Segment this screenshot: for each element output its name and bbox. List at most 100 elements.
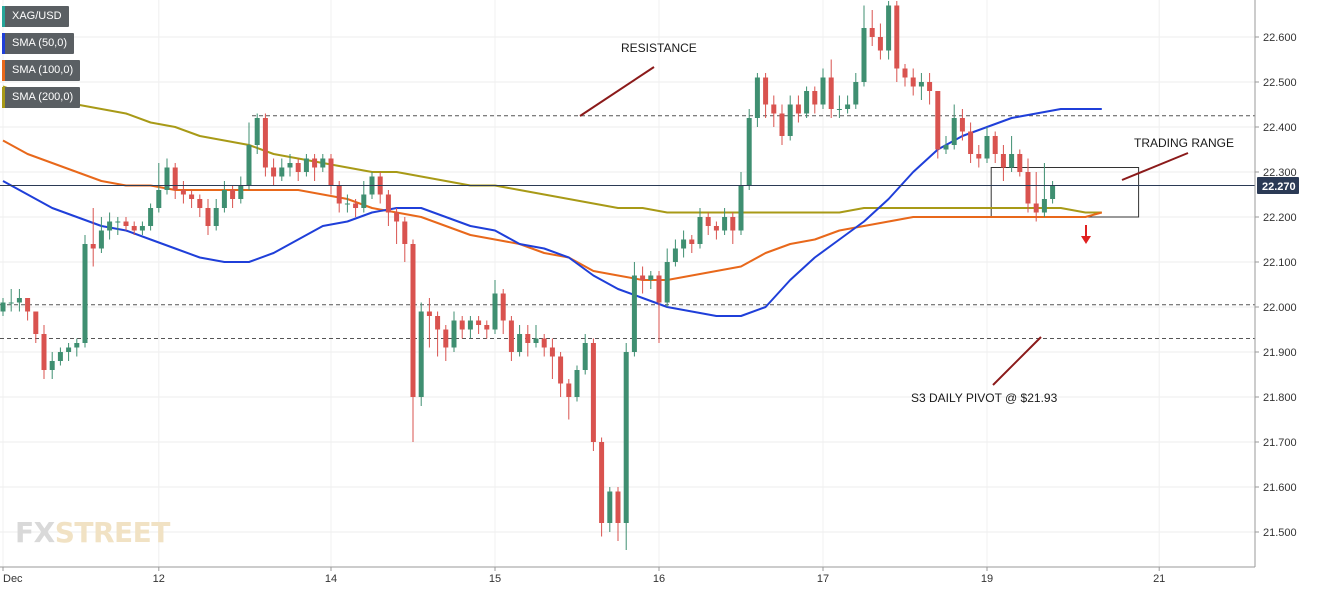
candle — [918, 73, 924, 100]
x-tick-label: 21 — [1153, 573, 1165, 585]
candle — [25, 298, 31, 321]
candle — [82, 235, 88, 348]
candle — [812, 86, 818, 114]
gridlines — [0, 0, 1255, 567]
candle — [57, 347, 63, 366]
y-tick-label: 21.700 — [1263, 437, 1297, 449]
candle-body — [410, 244, 416, 397]
candle — [385, 190, 391, 226]
candle — [623, 343, 629, 550]
candle-body — [869, 28, 875, 37]
legend-item-sma200[interactable]: SMA (200,0) — [2, 87, 81, 108]
candle — [549, 338, 555, 379]
candle-body — [303, 158, 309, 172]
candle — [271, 158, 277, 186]
moving-averages — [2, 85, 1103, 317]
legend-item-xagusd[interactable]: XAG/USD — [2, 6, 69, 27]
x-tick-label: 15 — [489, 573, 501, 585]
candle-body — [90, 244, 96, 249]
resistance-pointer — [579, 66, 655, 117]
candle — [590, 338, 596, 451]
candle-body — [951, 118, 957, 145]
candle-body — [959, 118, 965, 132]
candle-body — [443, 329, 449, 348]
candle — [1041, 163, 1047, 217]
down-arrow-icon — [1081, 225, 1091, 244]
candle — [139, 221, 145, 235]
legend-item-sma100[interactable]: SMA (100,0) — [2, 60, 81, 81]
resistance-label: RESISTANCE — [621, 41, 697, 55]
candle-body — [599, 442, 605, 523]
candle — [213, 199, 219, 231]
candle-body — [221, 190, 227, 208]
candle-body — [66, 347, 72, 352]
candle-body — [976, 154, 982, 159]
candle — [754, 73, 760, 127]
candle — [541, 334, 547, 357]
candle-body — [123, 221, 129, 226]
candle-body — [795, 104, 801, 114]
resistance-annotation: RESISTANCE — [579, 41, 697, 117]
legend-label-sma200: SMA (200,0) — [12, 91, 74, 103]
candle-body — [8, 302, 14, 304]
candle — [221, 181, 227, 213]
candle-body — [230, 190, 236, 199]
candle-body — [664, 262, 670, 303]
candle — [853, 73, 859, 109]
candle — [49, 352, 55, 379]
candle-body — [1009, 154, 1015, 168]
candle — [558, 352, 564, 397]
candle — [894, 1, 900, 82]
candle — [107, 212, 113, 240]
candle-body — [1033, 203, 1039, 213]
candle — [156, 163, 162, 213]
candle — [467, 316, 473, 339]
candle — [631, 262, 637, 357]
candle-body — [713, 226, 719, 231]
candle-body — [189, 194, 195, 199]
legend-item-sma50[interactable]: SMA (50,0) — [2, 33, 75, 54]
candle-body — [1041, 199, 1047, 213]
candle — [115, 217, 121, 235]
candle-body — [353, 203, 359, 208]
x-tick-label: 17 — [817, 573, 829, 585]
candle — [41, 325, 47, 379]
candle-body — [779, 113, 785, 136]
candle-body — [631, 275, 637, 352]
candle-body — [738, 185, 744, 231]
y-tick-label: 21.800 — [1263, 392, 1297, 404]
candle — [164, 158, 170, 195]
candle-body — [312, 158, 318, 168]
legend-label-xagusd: XAG/USD — [12, 10, 62, 22]
candle — [869, 10, 875, 46]
candle-body — [582, 343, 588, 370]
candle-body — [213, 208, 219, 226]
candle — [451, 311, 457, 352]
candle — [131, 221, 137, 235]
price-tag-box — [1257, 177, 1299, 194]
candle-body — [566, 383, 572, 397]
candle-body — [689, 239, 695, 244]
candle — [836, 95, 842, 118]
y-tick-label: 22.200 — [1263, 212, 1297, 224]
candle — [599, 437, 605, 537]
candle — [943, 136, 949, 154]
candle — [1033, 172, 1039, 222]
candle — [648, 271, 654, 289]
candle-body — [361, 194, 367, 208]
candle-body — [984, 136, 990, 159]
candle — [16, 289, 22, 312]
candle-body — [886, 5, 892, 51]
x-tick-label: Dec — [3, 573, 23, 585]
y-tick-label: 22.300 — [1263, 167, 1297, 179]
candle — [295, 158, 301, 181]
candle — [984, 127, 990, 163]
candle — [336, 181, 342, 213]
candle-body — [238, 185, 244, 199]
candle-body — [1000, 154, 1006, 168]
candle-body — [98, 230, 104, 249]
candle — [689, 235, 695, 253]
candle — [615, 487, 621, 541]
candle-body — [33, 311, 39, 334]
candle-body — [394, 212, 400, 222]
